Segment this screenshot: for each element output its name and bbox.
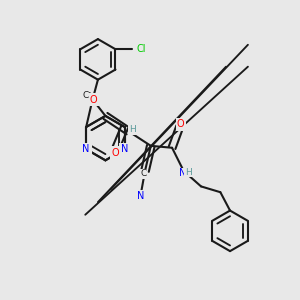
Text: C: C <box>82 91 88 100</box>
Text: O: O <box>90 94 97 104</box>
Text: O: O <box>177 119 184 129</box>
Text: N: N <box>136 191 144 201</box>
Text: O: O <box>111 148 119 158</box>
Text: Cl: Cl <box>136 44 146 54</box>
Text: H: H <box>129 125 136 134</box>
Text: C: C <box>140 169 147 178</box>
Text: N: N <box>121 144 128 154</box>
Text: C: C <box>84 92 90 100</box>
Text: N: N <box>179 168 186 178</box>
Text: C: C <box>82 92 88 101</box>
Text: H: H <box>185 168 192 177</box>
Text: N: N <box>82 144 90 154</box>
